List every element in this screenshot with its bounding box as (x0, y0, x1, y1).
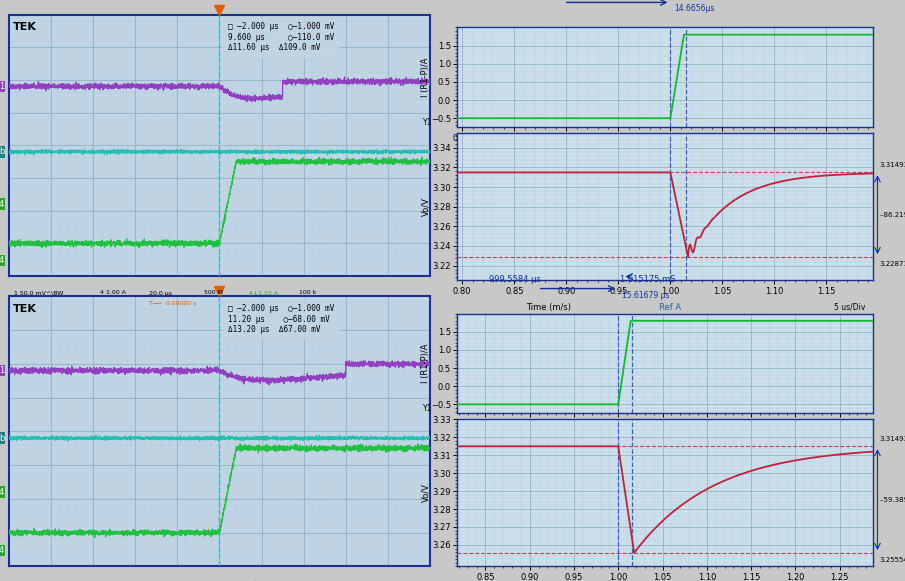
Text: 3.2287124: 3.2287124 (880, 261, 905, 267)
Text: 5 μs/Div: 5 μs/Div (834, 145, 865, 155)
Text: 4: 4 (0, 256, 5, 265)
Text: Time (m/s): Time (m/s) (526, 145, 571, 155)
Text: 4: 4 (0, 487, 5, 497)
Text: Y1: Y1 (424, 118, 433, 127)
Text: T→•  0.00000 s: T→• 0.00000 s (149, 301, 196, 306)
Text: 4: 4 (0, 546, 5, 555)
Text: 4: 4 (0, 200, 5, 209)
Text: 3.3149321: 3.3149321 (880, 162, 905, 168)
Text: b: b (0, 148, 5, 156)
Text: 4↓1.02 A: 4↓1.02 A (249, 290, 278, 296)
Text: 1: 1 (0, 82, 5, 91)
Text: Vo/V: Vo/V (422, 483, 430, 503)
Text: –59.3893 mV: –59.3893 mV (880, 497, 905, 503)
Text: TEK: TEK (14, 23, 37, 33)
Text: Ref A: Ref A (660, 145, 681, 155)
Text: 5 us/Div: 5 us/Div (834, 303, 865, 312)
Text: TEK: TEK (14, 304, 37, 314)
Text: –86.2197 mV: –86.2197 mV (880, 211, 905, 218)
Text: Time (m/s): Time (m/s) (526, 432, 571, 440)
Text: 5 μs/Div: 5 μs/Div (834, 432, 865, 440)
Text: 20.0 μs: 20.0 μs (149, 290, 172, 296)
Text: 500 M: 500 M (204, 290, 223, 296)
Text: Ref A: Ref A (607, 432, 629, 440)
Text: □ –2.000 μs  ○–1.000 mV
11.20 μs    ○–68.00 mV
Δ13.20 μs  Δ67.00 mV: □ –2.000 μs ○–1.000 mV 11.20 μs ○–68.00 … (228, 304, 334, 334)
Text: 100 k: 100 k (299, 290, 316, 296)
Text: I (R1-P)/A: I (R1-P)/A (422, 58, 430, 97)
Text: Time (m/s): Time (m/s) (526, 303, 571, 312)
Text: 1.015175 mS: 1.015175 mS (620, 275, 675, 284)
Text: b: b (0, 433, 5, 443)
Text: 3.3149321: 3.3149321 (880, 436, 905, 442)
Text: 14.6656μs: 14.6656μs (674, 5, 715, 13)
Text: I (R1-P)/A: I (R1-P)/A (422, 344, 430, 383)
Text: 15.61679 μs: 15.61679 μs (622, 290, 670, 300)
Text: 4 1.00 A: 4 1.00 A (100, 290, 126, 296)
Text: 3.2555428: 3.2555428 (880, 557, 905, 563)
Text: □ –2.000 μs  ○–1.000 mV
9.600 μs     ○–110.0 mV
Δ11.60 μs  Δ109.0 mV: □ –2.000 μs ○–1.000 mV 9.600 μs ○–110.0 … (228, 23, 334, 52)
Text: Vo/V: Vo/V (422, 198, 430, 216)
Text: 1 50.0 mV^\BW: 1 50.0 mV^\BW (14, 290, 63, 296)
Text: 999.5584 μs: 999.5584 μs (490, 275, 541, 284)
Text: Ref A: Ref A (660, 303, 681, 312)
Text: Y1: Y1 (424, 404, 433, 413)
Text: 1: 1 (0, 366, 5, 375)
